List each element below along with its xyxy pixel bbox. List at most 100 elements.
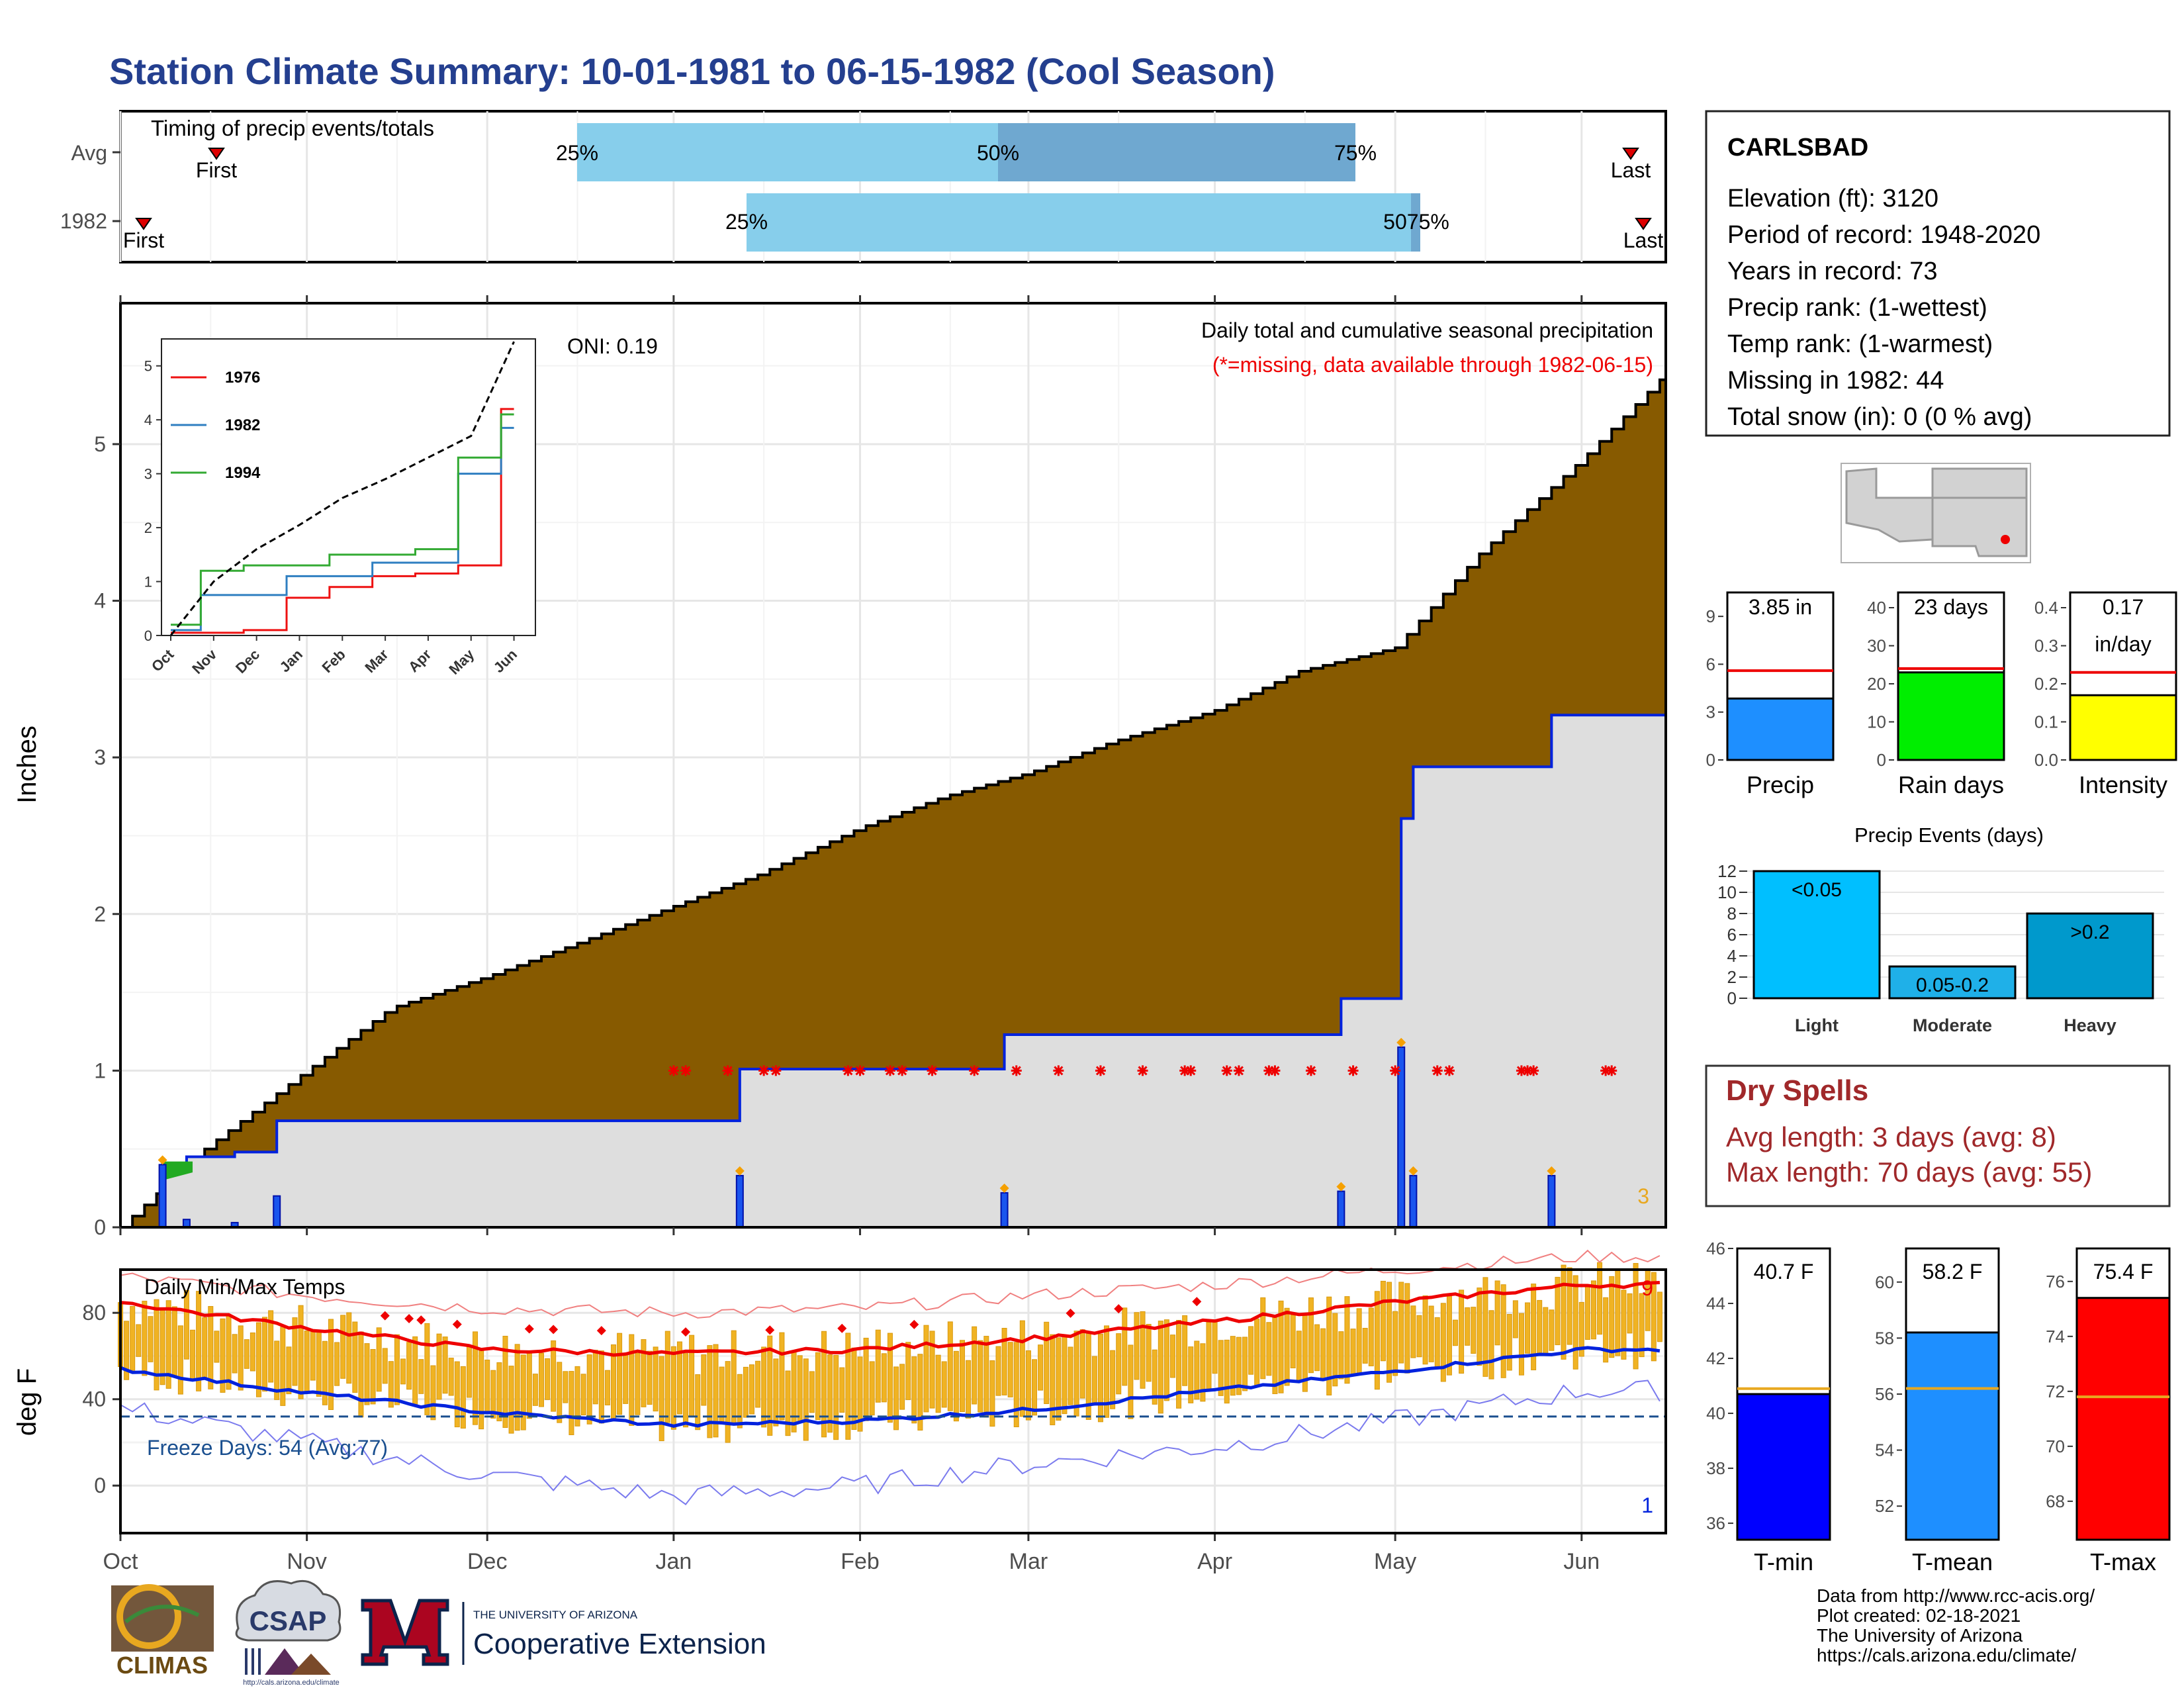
y1982-first-label: First <box>123 228 164 252</box>
avg-p50: 50% <box>977 141 1019 165</box>
daily-temp-bar <box>466 1345 472 1398</box>
daily-temp-bar <box>502 1335 508 1429</box>
temp-bar-ytick-label: 60 <box>1875 1272 1894 1292</box>
inset-ytick-label: 2 <box>144 520 152 536</box>
daily-temp-bar <box>767 1335 773 1436</box>
daily-temp-bar <box>1459 1289 1465 1374</box>
daily-temp-bar <box>1248 1326 1254 1375</box>
record-high-marker <box>524 1324 534 1334</box>
record-high-marker <box>681 1327 691 1337</box>
daily-temp-bar <box>1134 1312 1140 1380</box>
daily-temp-bar <box>1158 1321 1163 1414</box>
daily-temp-bar <box>1200 1343 1206 1402</box>
avg-bar-25-50 <box>577 123 998 181</box>
mini-ytick-label: 0.2 <box>2034 674 2058 694</box>
daily-temp-bar <box>966 1360 972 1419</box>
mini-chart-name: Rain days <box>1898 771 2004 798</box>
dry-spells-box: Dry Spells Avg length: 3 days (avg: 8) M… <box>1705 1064 2171 1207</box>
temp-bar-charts: 36 38 40 42 44 46 40.7 F T-min 52 54 56 58 60 58.2 F T… <box>1706 1239 2171 1575</box>
daily-temp-bar <box>1091 1356 1097 1404</box>
missing-marker <box>1347 1065 1359 1076</box>
daily-temp-bar <box>935 1354 941 1413</box>
events-category-label: Moderate <box>1913 1015 1992 1035</box>
daily-temp-bar <box>484 1360 490 1413</box>
events-bar <box>2026 912 2154 1000</box>
daily-precip-bar <box>158 1164 167 1229</box>
missing-marker <box>1269 1065 1281 1076</box>
daily-temp-bar <box>911 1356 917 1424</box>
temp-bar-value: 58.2 F <box>1923 1260 1983 1284</box>
daily-temp-bar <box>394 1334 400 1405</box>
events-bar-label: <0.05 <box>1792 879 1842 901</box>
temp-xtick-label: Mar <box>1009 1549 1048 1574</box>
temp-ytick-label: 40 <box>82 1387 106 1411</box>
events-bar <box>1888 965 2017 1000</box>
climas-text: CLIMAS <box>116 1652 208 1679</box>
temp-bar <box>1736 1393 1831 1541</box>
inset-ytick-label: 5 <box>144 358 152 375</box>
dry-max: Max length: 70 days (avg: 55) <box>1726 1156 2092 1188</box>
daily-temp-bar <box>1284 1307 1290 1386</box>
daily-temp-bar <box>183 1289 189 1360</box>
oni-label: ONI: 0.19 <box>567 334 658 358</box>
daily-temp-bar <box>424 1323 430 1415</box>
footer-line: Data from http://www.rcc-acis.org/ <box>1817 1585 2095 1606</box>
daily-temp-bar <box>598 1350 604 1424</box>
events-title: Precip Events (days) <box>1854 823 2044 847</box>
mini-ytick-label: 40 <box>1867 598 1886 618</box>
y1982-cumulative-area <box>120 714 1667 1229</box>
daily-temp-bar <box>1169 1335 1175 1378</box>
daily-temp-bar <box>1398 1282 1404 1364</box>
missing-marker <box>770 1065 782 1076</box>
events-bar-label: >0.2 <box>2070 921 2109 943</box>
daily-temp-bar <box>1308 1297 1314 1374</box>
daily-temp-bar <box>376 1327 382 1392</box>
daily-temp-bar <box>1362 1328 1368 1364</box>
temp-bar-ytick-label: 58 <box>1875 1328 1894 1348</box>
row-label-1982: 1982 <box>60 209 107 233</box>
mini-bar <box>1897 671 2005 761</box>
daily-temp-bar <box>1422 1295 1428 1365</box>
temp-content: 0 40 80 Oct Nov Dec Jan Feb Mar Apr May Jun <box>82 1249 1666 1574</box>
daily-temp-bar <box>545 1358 551 1400</box>
temp-bar-ytick-label: 44 <box>1706 1293 1725 1313</box>
missing-marker <box>1011 1065 1022 1076</box>
temp-bar-ytick-label: 36 <box>1706 1513 1725 1533</box>
daily-temp-bar <box>268 1310 274 1383</box>
daily-temp-bar <box>436 1333 442 1400</box>
daily-temp-bar <box>316 1331 322 1397</box>
avg-first-label: First <box>196 158 237 182</box>
state-map <box>1841 463 2031 563</box>
avg-p25: 25% <box>556 141 598 165</box>
daily-temp-bar <box>635 1352 641 1415</box>
missing-marker <box>1221 1065 1232 1076</box>
daily-temp-bar <box>653 1346 659 1412</box>
daily-temp-bar <box>989 1360 995 1427</box>
daily-temp-bar <box>551 1340 557 1412</box>
daily-temp-bar <box>1044 1321 1050 1404</box>
missing-marker <box>1185 1065 1197 1076</box>
daily-temp-bar <box>1296 1331 1302 1382</box>
missing-marker <box>1263 1065 1275 1076</box>
mini-ytick-label: 0.1 <box>2034 712 2058 732</box>
daily-temp-bar <box>430 1365 436 1421</box>
daily-temp-bar <box>310 1331 316 1381</box>
record-high-marker <box>1114 1304 1124 1314</box>
daily-temp-bar <box>887 1333 893 1423</box>
timing-label: Timing of precip events/totals <box>151 116 434 140</box>
daily-temp-bar <box>1266 1322 1272 1376</box>
temp-bar-ytick-label: 40 <box>1706 1403 1725 1423</box>
daily-temp-bar <box>1097 1333 1103 1423</box>
daily-temp-bar <box>1531 1284 1537 1370</box>
daily-temp-bar <box>641 1339 647 1407</box>
daily-temp-bar <box>171 1306 177 1377</box>
temp-ylabel: deg F <box>13 1368 42 1436</box>
daily-temp-bar <box>1007 1342 1013 1397</box>
record-marker <box>158 1155 167 1165</box>
record-high-marker <box>765 1325 775 1335</box>
station-info-line: Total snow (in): 0 (0 % avg) <box>1727 403 2032 431</box>
daily-temp-bar <box>1561 1264 1567 1360</box>
daily-temp-bar <box>400 1358 406 1385</box>
precip-axes: 0 1 2 3 4 5 <box>94 295 1583 1239</box>
